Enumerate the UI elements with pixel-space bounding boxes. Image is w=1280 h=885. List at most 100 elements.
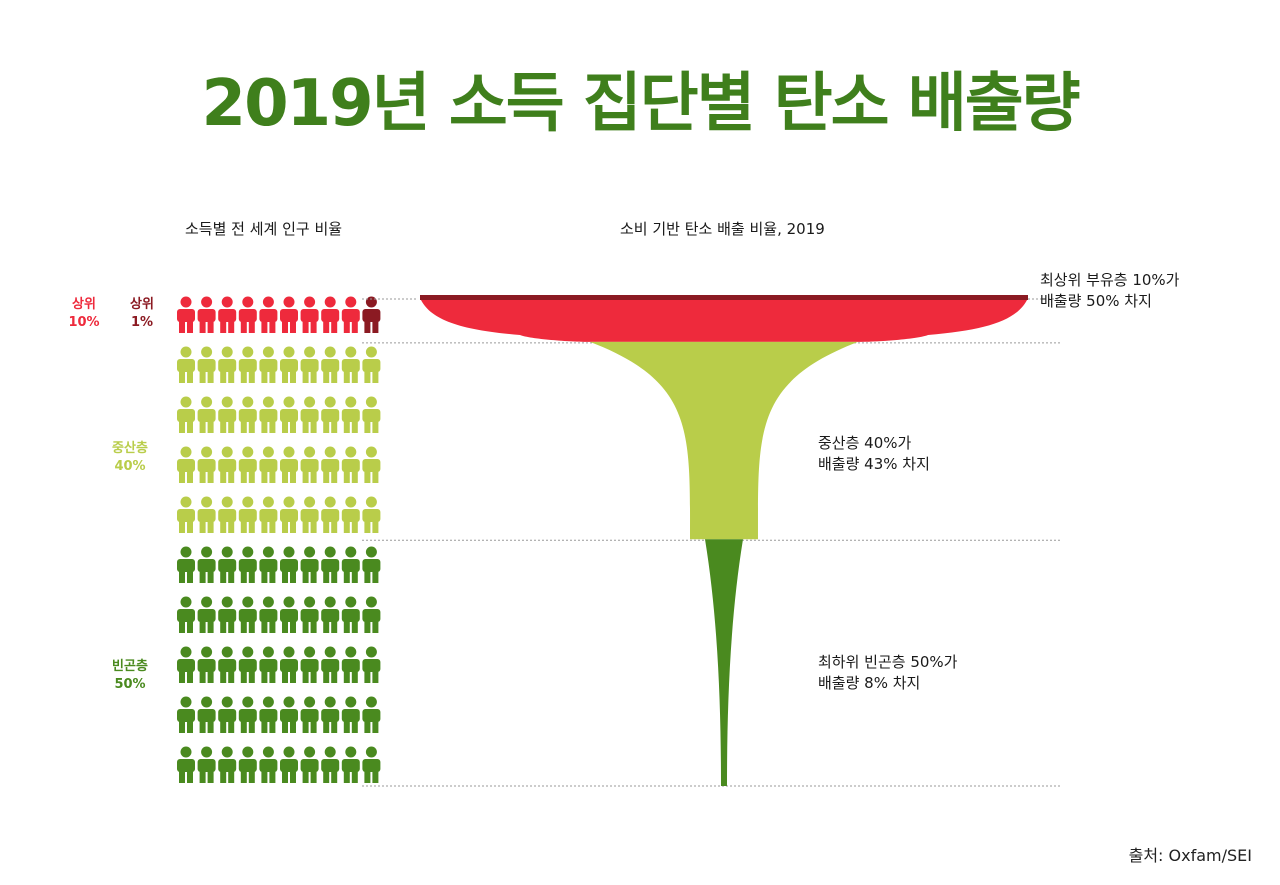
person-icon <box>341 446 360 483</box>
person-icon <box>321 296 340 333</box>
person-icon <box>259 596 278 633</box>
person-icon <box>341 546 360 583</box>
annotation-bottom-line1: 최하위 빈곤층 50%가 <box>818 653 958 671</box>
person-icon <box>197 746 216 783</box>
person-icon <box>259 496 278 533</box>
label-bottom-pct: 50% <box>114 677 146 692</box>
person-icon <box>362 646 381 683</box>
person-icon <box>177 746 195 783</box>
person-icon <box>197 296 216 333</box>
person-icon <box>300 296 319 333</box>
label-top-10-text: 상위 <box>72 297 96 312</box>
person-icon <box>280 396 298 433</box>
person-icon <box>341 346 360 383</box>
annotation-bottom-line2: 배출량 8% 차지 <box>818 674 921 692</box>
person-icon <box>321 646 340 683</box>
person-icon <box>259 446 278 483</box>
person-icon <box>238 496 257 533</box>
person-icon <box>218 646 237 683</box>
person-icon <box>280 296 298 333</box>
person-icon <box>259 296 278 333</box>
person-icon <box>362 596 381 633</box>
person-icon <box>300 446 319 483</box>
person-icon <box>177 596 195 633</box>
person-icon <box>177 396 195 433</box>
person-icon <box>197 696 216 733</box>
person-icon <box>238 446 257 483</box>
person-icon <box>259 746 278 783</box>
person-icon <box>238 696 257 733</box>
emissions-subtitle: 소비 기반 탄소 배출 비율, 2019 <box>620 220 825 238</box>
person-icon <box>238 346 257 383</box>
person-icon <box>362 446 381 483</box>
annotation-middle-40: 중산층 40%가 배출량 43% 차지 <box>818 433 930 475</box>
label-middle-class: 중산층 40% <box>102 440 158 476</box>
annotation-middle-line2: 배출량 43% 차지 <box>818 455 930 473</box>
person-icon <box>177 496 195 533</box>
person-icon <box>341 496 360 533</box>
person-icon <box>197 646 216 683</box>
person-icon <box>280 746 298 783</box>
person-icon <box>238 746 257 783</box>
label-top-10: 상위 10% <box>62 296 106 332</box>
person-icon <box>300 746 319 783</box>
annotation-middle-line1: 중산층 40%가 <box>818 434 912 452</box>
person-icon <box>341 746 360 783</box>
person-icon <box>341 296 360 333</box>
person-icon <box>300 696 319 733</box>
person-icon <box>218 696 237 733</box>
person-icon <box>238 646 257 683</box>
person-icon <box>321 446 340 483</box>
person-icon <box>362 746 381 783</box>
person-icon <box>362 696 381 733</box>
person-icon <box>218 546 237 583</box>
annotation-top-line2: 배출량 50% 차지 <box>1040 292 1152 310</box>
person-icon <box>300 646 319 683</box>
label-bottom-text: 빈곤층 <box>112 659 148 674</box>
population-subtitle: 소득별 전 세계 인구 비율 <box>185 220 343 238</box>
person-icon <box>280 346 298 383</box>
person-icon <box>341 696 360 733</box>
person-icon <box>218 296 237 333</box>
label-top-1-text: 상위 <box>130 297 154 312</box>
person-icon <box>321 596 340 633</box>
annotation-top-line1: 최상위 부유층 10%가 <box>1040 271 1180 289</box>
label-top-1: 상위 1% <box>120 296 164 332</box>
label-middle-pct: 40% <box>114 459 146 474</box>
funnel-top-10 <box>420 298 1028 342</box>
person-icon <box>300 596 319 633</box>
person-icon <box>197 496 216 533</box>
person-icon <box>300 346 319 383</box>
person-icon <box>321 746 340 783</box>
person-icon <box>259 396 278 433</box>
person-icon <box>321 346 340 383</box>
person-icon <box>218 346 237 383</box>
person-icon <box>197 396 216 433</box>
person-icon <box>177 346 195 383</box>
source-note: 출처: Oxfam/SEI <box>1128 846 1252 865</box>
annotation-top-10: 최상위 부유층 10%가 배출량 50% 차지 <box>1040 270 1179 312</box>
person-icon <box>321 396 340 433</box>
person-icon <box>280 446 298 483</box>
person-icon <box>362 496 381 533</box>
person-icon <box>362 396 381 433</box>
funnel-top-1 <box>420 295 1028 300</box>
person-icon <box>197 596 216 633</box>
person-icon <box>218 596 237 633</box>
person-icon <box>321 696 340 733</box>
person-icon <box>341 596 360 633</box>
pictogram-grid <box>177 296 381 783</box>
person-icon <box>341 646 360 683</box>
person-icon <box>177 646 195 683</box>
person-icon <box>238 546 257 583</box>
person-icon <box>238 296 257 333</box>
person-icon <box>218 496 237 533</box>
person-icon <box>238 596 257 633</box>
person-icon <box>362 346 381 383</box>
person-icon <box>321 546 340 583</box>
person-icon <box>177 696 195 733</box>
person-icon <box>362 296 381 333</box>
funnel-bottom-50 <box>705 539 743 786</box>
person-icon <box>259 696 278 733</box>
